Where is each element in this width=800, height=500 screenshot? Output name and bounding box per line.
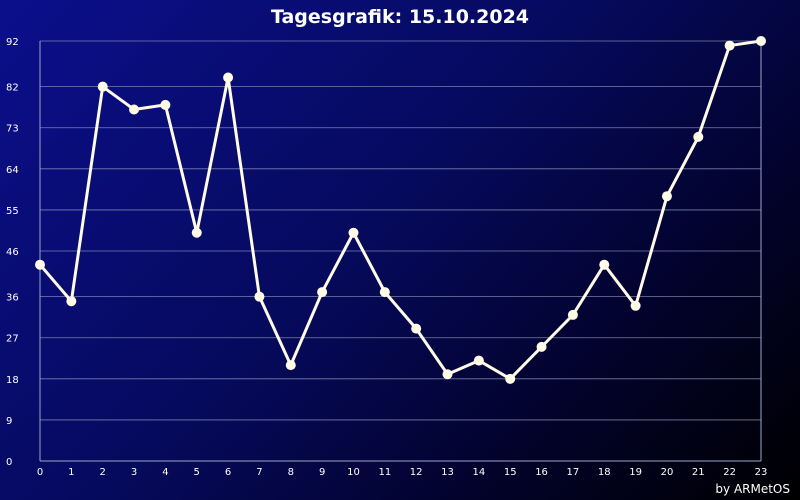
x-tick-label: 2 <box>100 467 106 478</box>
y-tick-label: 9 <box>6 416 12 427</box>
data-point <box>599 259 610 270</box>
y-tick-label: 64 <box>6 165 19 176</box>
data-point <box>223 72 234 83</box>
data-point <box>66 296 77 307</box>
x-tick-label: 20 <box>661 467 674 478</box>
data-point <box>379 287 390 298</box>
axes <box>39 41 762 462</box>
x-tick-label: 18 <box>598 467 611 478</box>
data-point <box>505 373 516 384</box>
credit-label: by ARMetOS <box>715 482 790 496</box>
x-tick-label: 14 <box>473 467 486 478</box>
series-line <box>38 39 762 381</box>
y-tick-label: 82 <box>6 83 19 94</box>
x-tick-label: 6 <box>225 467 231 478</box>
data-point <box>411 323 422 334</box>
x-tick-label: 10 <box>347 467 360 478</box>
x-tick-label: 15 <box>504 467 517 478</box>
data-point <box>254 291 265 302</box>
data-point <box>97 81 108 92</box>
data-point <box>724 40 735 51</box>
x-tick-label: 3 <box>131 467 137 478</box>
y-tick-label: 46 <box>6 247 19 258</box>
x-tick-labels: 0 1 2 3 4 5 6 7 8 9 10 11 12 13 14 15 16 17 18 19 20 21 22 23 <box>37 467 768 478</box>
data-point <box>661 191 672 202</box>
x-tick-label: 17 <box>567 467 580 478</box>
x-tick-label: 7 <box>256 467 262 478</box>
data-point <box>317 287 328 298</box>
y-tick-label: 92 <box>6 37 19 48</box>
x-tick-label: 21 <box>692 467 705 478</box>
y-tick-label: 73 <box>6 124 19 135</box>
x-tick-label: 12 <box>410 467 423 478</box>
x-tick-label: 8 <box>288 467 294 478</box>
series-line <box>38 39 762 381</box>
data-point <box>536 341 547 352</box>
data-points <box>35 36 766 384</box>
gridlines <box>40 40 761 421</box>
x-tick-label: 4 <box>162 467 168 478</box>
data-point <box>630 300 641 311</box>
data-point <box>442 369 453 380</box>
x-tick-label: 0 <box>37 467 43 478</box>
data-point <box>693 131 704 142</box>
data-point <box>191 227 202 238</box>
x-tick-label: 19 <box>629 467 642 478</box>
y-tick-label: 55 <box>6 206 19 217</box>
y-tick-labels: 0 9 18 27 36 46 55 64 73 82 92 <box>6 37 19 468</box>
y-tick-label: 18 <box>6 375 19 386</box>
x-tick-label: 16 <box>535 467 548 478</box>
data-point <box>160 99 171 110</box>
data-point <box>285 360 296 371</box>
data-point <box>35 259 45 270</box>
y-tick-label: 27 <box>6 334 19 345</box>
chart-title: Tagesgrafik: 15.10.2024 <box>270 6 530 28</box>
data-point <box>567 309 578 320</box>
data-point <box>473 355 484 366</box>
x-tick-label: 22 <box>723 467 736 478</box>
x-tick-label: 13 <box>441 467 454 478</box>
x-tick-label: 11 <box>378 467 391 478</box>
data-point <box>756 36 766 46</box>
x-tick-label: 9 <box>319 467 325 478</box>
y-tick-label: 0 <box>6 457 12 468</box>
x-tick-label: 5 <box>194 467 200 478</box>
x-tick-label: 23 <box>755 467 768 478</box>
data-point <box>348 227 359 238</box>
y-tick-label: 36 <box>6 293 19 304</box>
x-tick-label: 1 <box>68 467 74 478</box>
data-point <box>129 104 140 115</box>
